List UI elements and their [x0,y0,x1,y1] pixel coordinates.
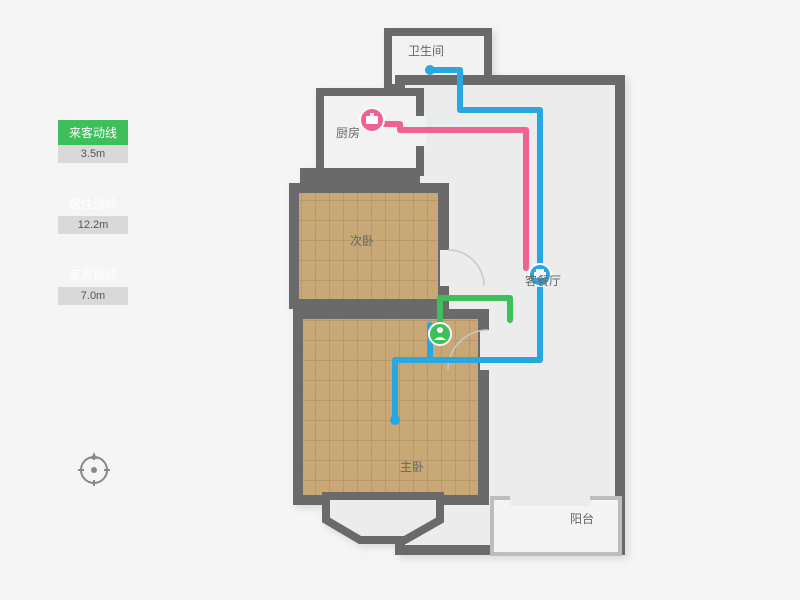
room-balcony [492,498,620,554]
legend-label-guest: 来客动线 [58,120,128,145]
legend-label-living: 居住动线 [58,191,128,216]
legend-label-housework: 家务动线 [58,262,128,287]
legend-value-guest: 3.5m [58,145,128,163]
path-living-end-dot [390,415,400,425]
compass-icon [76,452,112,493]
guest-icon [429,323,451,345]
legend-item-living: 居住动线 12.2m [58,191,128,234]
door-opening-balcony [510,492,590,506]
door-opening-bed2 [440,250,454,286]
floorplan: 卫生间 厨房 次卧 客餐厅 主卧 阳台 [280,20,720,580]
bay-window [326,496,440,540]
path-living-start-dot [425,65,435,75]
room-bedroom2 [294,188,444,304]
legend-value-living: 12.2m [58,216,128,234]
door-opening-bed1 [480,330,494,370]
legend-value-housework: 7.0m [58,287,128,305]
living-icon [529,264,551,286]
room-bedroom1 [298,314,484,500]
housework-icon [360,108,384,132]
legend-item-housework: 家务动线 7.0m [58,262,128,305]
legend-item-guest: 来客动线 3.5m [58,120,128,163]
legend: 来客动线 3.5m 居住动线 12.2m 家务动线 7.0m [58,120,128,333]
